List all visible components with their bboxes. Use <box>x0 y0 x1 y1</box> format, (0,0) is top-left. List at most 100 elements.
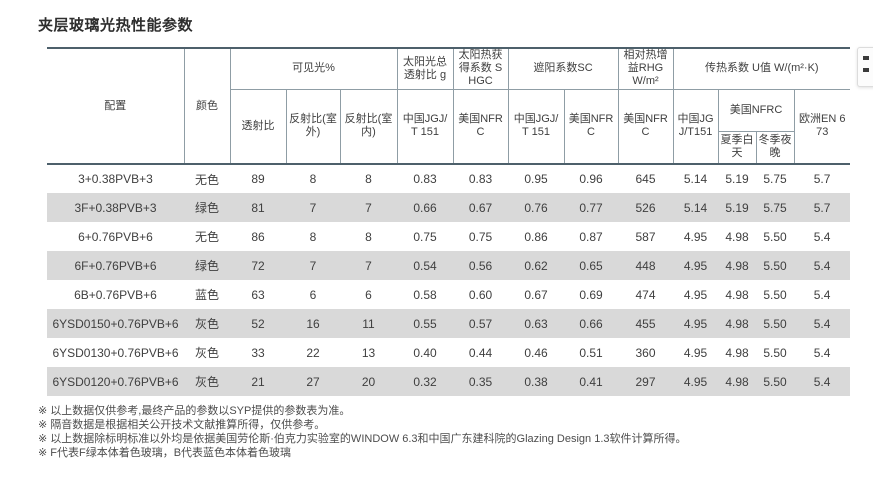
table-row: 6YSD0120+0.76PVB+6 灰色 21 27 20 0.32 0.35… <box>47 367 851 396</box>
value-cell: 11 <box>362 316 375 331</box>
value-cell: 474 <box>635 287 656 302</box>
col-header-reflectance-outdoor: 反射比(室外) <box>285 89 340 164</box>
value-cell: 0.58 <box>413 287 437 302</box>
value-cell: 0.96 <box>579 172 603 186</box>
value-cell: 5.4 <box>813 345 831 360</box>
value-cell: 5.50 <box>763 287 787 302</box>
header-row-groups: 配置 颜色 可见光% 太阳光总透射比 g 太阳热获得系数 SHGC 遮阳系数SC… <box>47 48 851 164</box>
value-cell: 22 <box>306 345 320 360</box>
value-cell: 72 <box>251 258 265 273</box>
group-header-shgc: 太阳热获得系数 SHGC <box>452 48 509 90</box>
col-header-color: 颜色 <box>183 48 230 164</box>
value-cell: 4.95 <box>683 345 708 360</box>
config-cell: 6YSD0150+0.76PVB+6 <box>52 316 179 331</box>
value-cell: 89 <box>251 172 265 186</box>
col-header-u-china: 中国JGJ/T151 <box>672 89 719 164</box>
group-header-solar-g: 太阳光总透射比 g <box>396 48 454 90</box>
handle-icon <box>863 56 869 60</box>
value-cell: 5.50 <box>763 345 787 360</box>
col-header-reflectance-indoor: 反射比(室内) <box>339 89 398 164</box>
config-cell: 6YSD0130+0.76PVB+6 <box>52 345 179 360</box>
value-cell: 5.14 <box>683 172 708 186</box>
value-cell: 0.83 <box>468 172 493 186</box>
page-title: 夹层玻璃光热性能参数 <box>38 17 194 34</box>
table-row: 6+0.76PVB+6 无色 86 8 8 0.75 0.75 0.86 0.8… <box>47 222 850 251</box>
group-header-u-value: 传热系数 U值 W/(m²·K) <box>672 48 851 90</box>
color-cell: 蓝色 <box>194 288 219 302</box>
value-cell: 0.87 <box>579 229 603 244</box>
group-header-visible-light: 可见光% <box>229 48 398 90</box>
value-cell: 4.95 <box>683 316 708 331</box>
color-cell: 无色 <box>194 172 219 187</box>
value-cell: 0.69 <box>579 287 603 302</box>
value-cell: 0.66 <box>579 316 603 331</box>
col-header-config: 配置 <box>104 99 127 112</box>
col-header-shgc-us: 美国NFRC <box>452 89 509 164</box>
value-cell: 5.4 <box>813 374 831 389</box>
value-cell: 5.7 <box>813 172 831 186</box>
col-header-summer-day: 夏季白天 <box>717 131 757 164</box>
value-cell: 0.66 <box>413 200 437 215</box>
value-cell: 16 <box>306 316 320 331</box>
value-cell: 4.98 <box>725 316 749 331</box>
value-cell: 0.46 <box>524 345 548 360</box>
value-cell: 0.35 <box>468 374 493 389</box>
value-cell: 5.75 <box>763 200 787 215</box>
value-cell: 5.14 <box>683 200 708 215</box>
col-header-sc-us: 美国NFRC <box>563 89 619 164</box>
performance-table: 配置 颜色 可见光% 太阳光总透射比 g 太阳热获得系数 SHGC 遮阳系数SC… <box>47 47 851 396</box>
table-row: 3+0.38PVB+3 无色 89 8 8 0.83 0.83 0.95 0.9… <box>47 164 850 193</box>
value-cell: 360 <box>635 345 656 360</box>
col-header-u-europe: 欧洲EN 673 <box>793 89 851 164</box>
value-cell: 0.56 <box>468 258 493 273</box>
value-cell: 0.54 <box>413 258 437 273</box>
value-cell: 5.7 <box>813 200 831 215</box>
value-cell: 6 <box>365 287 372 302</box>
col-header-g-china: 中国JGJ/T 151 <box>396 89 454 164</box>
value-cell: 0.67 <box>468 200 493 215</box>
value-cell: 4.98 <box>725 374 749 389</box>
value-cell: 8 <box>365 229 372 244</box>
value-cell: 5.4 <box>813 229 831 244</box>
table-row: 3F+0.38PVB+3 绿色 81 7 7 0.66 0.67 0.76 0.… <box>47 193 851 222</box>
value-cell: 4.98 <box>725 229 749 244</box>
value-cell: 0.95 <box>524 172 548 186</box>
footnote: ※ 隔音数据是根据相关公开技术文献推算所得，仅供参考。 <box>38 419 326 431</box>
col-header-winter-night: 冬季夜晚 <box>755 131 795 164</box>
value-cell: 7 <box>309 200 317 215</box>
value-cell: 8 <box>309 229 317 244</box>
header-row-subs: 透射比 反射比(室外) 反射比(室内) 中国JGJ/T 151 美国NFRC 中… <box>47 89 851 164</box>
config-cell: 6+0.76PVB+6 <box>78 229 153 244</box>
footnote: ※ 以上数据除标明标准以外均是依据美国劳伦斯·伯克力实验室的WINDOW 6.3… <box>38 433 687 445</box>
value-cell: 0.32 <box>413 374 437 389</box>
value-cell: 5.19 <box>725 172 749 186</box>
value-cell: 5.50 <box>763 374 787 389</box>
value-cell: 4.98 <box>725 345 749 360</box>
config-cell: 3+0.38PVB+3 <box>78 172 153 186</box>
value-cell: 8 <box>365 172 372 186</box>
col-header-sc-china: 中国JGJ/T 151 <box>507 89 565 164</box>
value-cell: 455 <box>635 316 656 331</box>
config-cell: 6YSD0120+0.76PVB+6 <box>52 374 179 389</box>
value-cell: 7 <box>309 258 317 273</box>
value-cell: 0.76 <box>524 200 548 215</box>
value-cell: 0.65 <box>579 258 603 273</box>
value-cell: 63 <box>251 287 265 302</box>
value-cell: 5.4 <box>813 287 831 302</box>
value-cell: 81 <box>251 200 265 215</box>
value-cell: 20 <box>361 374 376 389</box>
value-cell: 33 <box>251 345 265 360</box>
value-cell: 645 <box>635 172 656 186</box>
clipped-floating-widget[interactable] <box>857 47 873 87</box>
value-cell: 52 <box>251 316 265 331</box>
color-cell: 绿色 <box>194 201 219 215</box>
color-cell: 灰色 <box>194 317 219 331</box>
value-cell: 0.57 <box>468 316 493 331</box>
value-cell: 0.40 <box>413 345 437 360</box>
value-cell: 0.86 <box>524 229 548 244</box>
config-cell: 6B+0.76PVB+6 <box>74 287 157 302</box>
value-cell: 4.95 <box>683 229 708 244</box>
col-header-rhg-us: 美国NFRC <box>617 89 674 164</box>
config-cell: 3F+0.38PVB+3 <box>74 200 157 215</box>
